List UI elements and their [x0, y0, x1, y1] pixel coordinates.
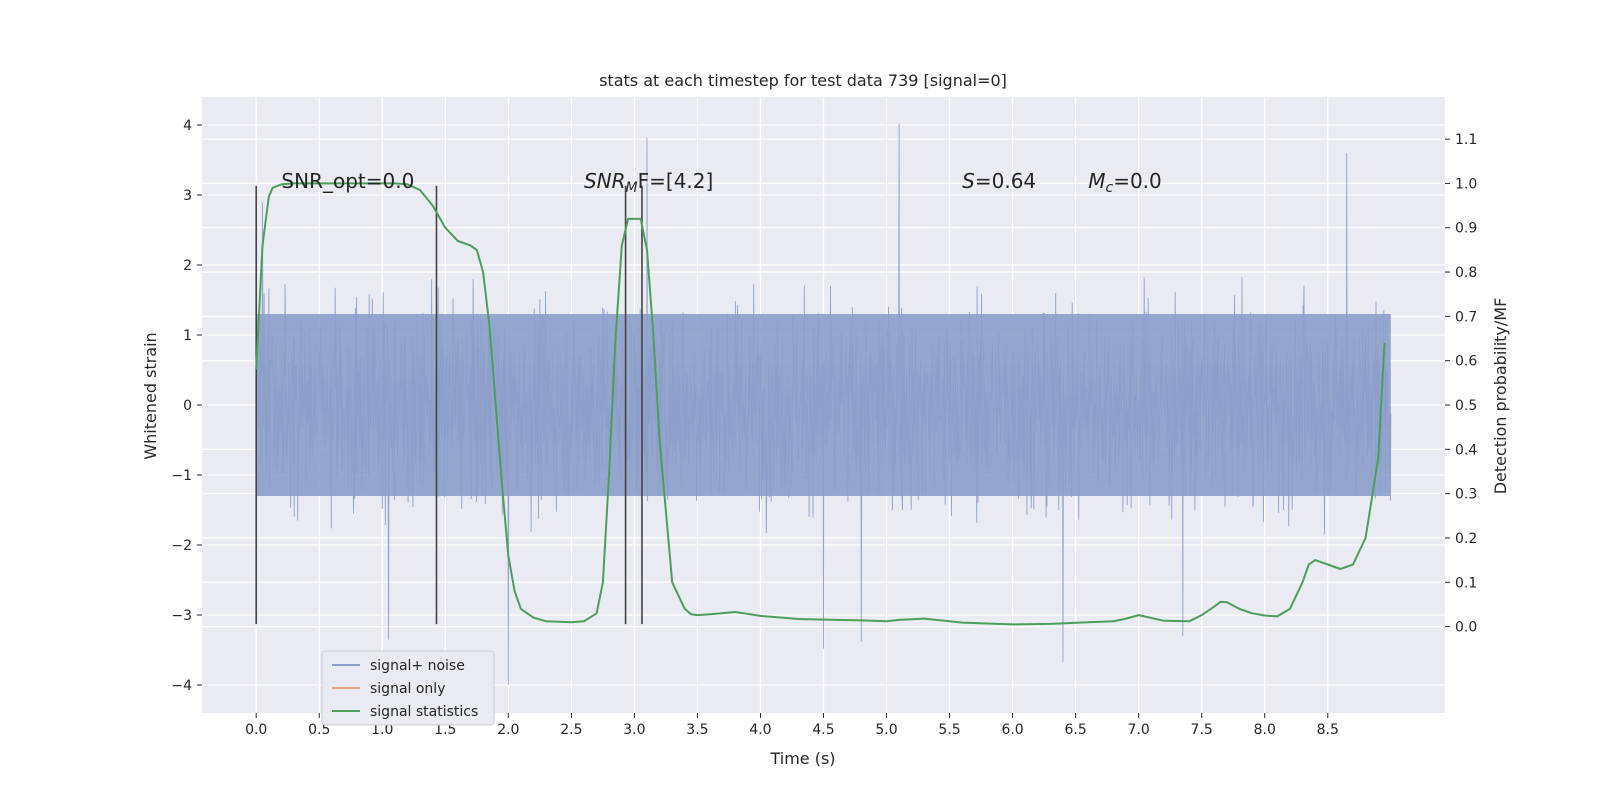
- annotation-text: Mc=0.0: [1088, 169, 1162, 196]
- legend: signal+ noise signal only signal statistic…: [321, 650, 495, 726]
- x-tick-label: 3.0: [623, 722, 645, 738]
- x-tick-label: 4.5: [812, 722, 834, 738]
- signal-noise-core-band: [256, 314, 1391, 496]
- y-right-axis-label: Detection probability/MF: [1491, 298, 1510, 495]
- legend-label: signal+ noise: [370, 658, 465, 674]
- plot-area: 0.0 0.5 1.0 1.5 2.0 2.5 3.0 3.5 4.0 4.5 5.0 5.5 6.0 6…: [171, 97, 1477, 738]
- legend-label: signal only: [370, 681, 445, 697]
- y-axis-label: Whitened strain: [141, 332, 160, 459]
- y-right-tick-label: 0.0: [1455, 620, 1477, 636]
- y-right-tick-label: 0.4: [1455, 442, 1477, 458]
- y-right-tick-label: 0.2: [1455, 531, 1477, 547]
- annotation-text: SNR_opt=0.0: [281, 169, 414, 193]
- y-right-tick-label: 0.1: [1455, 575, 1477, 591]
- annotation-main: M: [1088, 169, 1105, 193]
- x-tick-label: 5.5: [938, 722, 960, 738]
- y-right-tick-label: 1.1: [1455, 132, 1477, 148]
- y-right-tick-label: 0.6: [1455, 354, 1477, 370]
- x-tick-label: 8.0: [1254, 722, 1276, 738]
- y-tick-label: −2: [171, 538, 192, 554]
- annotation-main: SNR_opt=0.0: [281, 169, 414, 193]
- y-tick-label: −4: [171, 678, 192, 694]
- annotation-rest: F=[4.2]: [638, 169, 714, 193]
- x-axis-label: Time (s): [769, 749, 835, 768]
- x-tick-label: 2.5: [560, 722, 582, 738]
- x-tick-label: 5.0: [875, 722, 897, 738]
- annotation-text: SNRMF=[4.2]: [584, 169, 713, 196]
- y-right-tick-label: 0.5: [1455, 398, 1477, 414]
- y-right-tick-label: 0.3: [1455, 487, 1477, 503]
- y-right-tick-label: 0.8: [1455, 265, 1477, 281]
- annotation-subscript: c: [1106, 180, 1114, 196]
- x-tick-label: 7.0: [1128, 722, 1150, 738]
- x-tick-label: 0.5: [308, 722, 330, 738]
- x-tick-label: 6.0: [1001, 722, 1023, 738]
- x-tick-label: 1.5: [434, 722, 456, 738]
- x-tick-label: 4.0: [749, 722, 771, 738]
- annotation-rest: =0.0: [1113, 169, 1162, 193]
- x-tick-label: 8.5: [1317, 722, 1339, 738]
- y-tick-label: 1: [183, 328, 192, 344]
- x-tick-label: 2.0: [497, 722, 519, 738]
- y-right-tick-label: 1.0: [1455, 176, 1477, 192]
- y-tick-label: −3: [171, 608, 192, 624]
- x-tick-label: 3.5: [686, 722, 708, 738]
- annotation-rest: =0.64: [975, 169, 1036, 193]
- y-right-tick-label: 0.9: [1455, 221, 1477, 237]
- annotation-subscript: M: [626, 180, 638, 196]
- y-right-tick-label: 0.7: [1455, 309, 1477, 325]
- y-tick-label: 2: [183, 258, 192, 274]
- x-tick-label: 6.5: [1064, 722, 1086, 738]
- y-tick-label: 4: [183, 118, 192, 134]
- y-tick-label: 0: [183, 398, 192, 414]
- annotation-main: SNR: [584, 169, 626, 193]
- legend-box: [321, 650, 495, 726]
- y-tick-label: 3: [183, 188, 192, 204]
- signal-statistics-line: [255, 182, 1386, 626]
- chart-title: stats at each timestep for test data 739…: [599, 71, 1007, 90]
- x-tick-label: 7.5: [1191, 722, 1213, 738]
- annotation-text: S=0.64: [962, 169, 1036, 193]
- x-tick-label: 1.0: [371, 722, 393, 738]
- y-tick-label: −1: [171, 468, 192, 484]
- x-tick-label: 0.0: [245, 722, 267, 738]
- annotation-main: S: [962, 169, 975, 193]
- legend-label: signal statistics: [370, 704, 478, 720]
